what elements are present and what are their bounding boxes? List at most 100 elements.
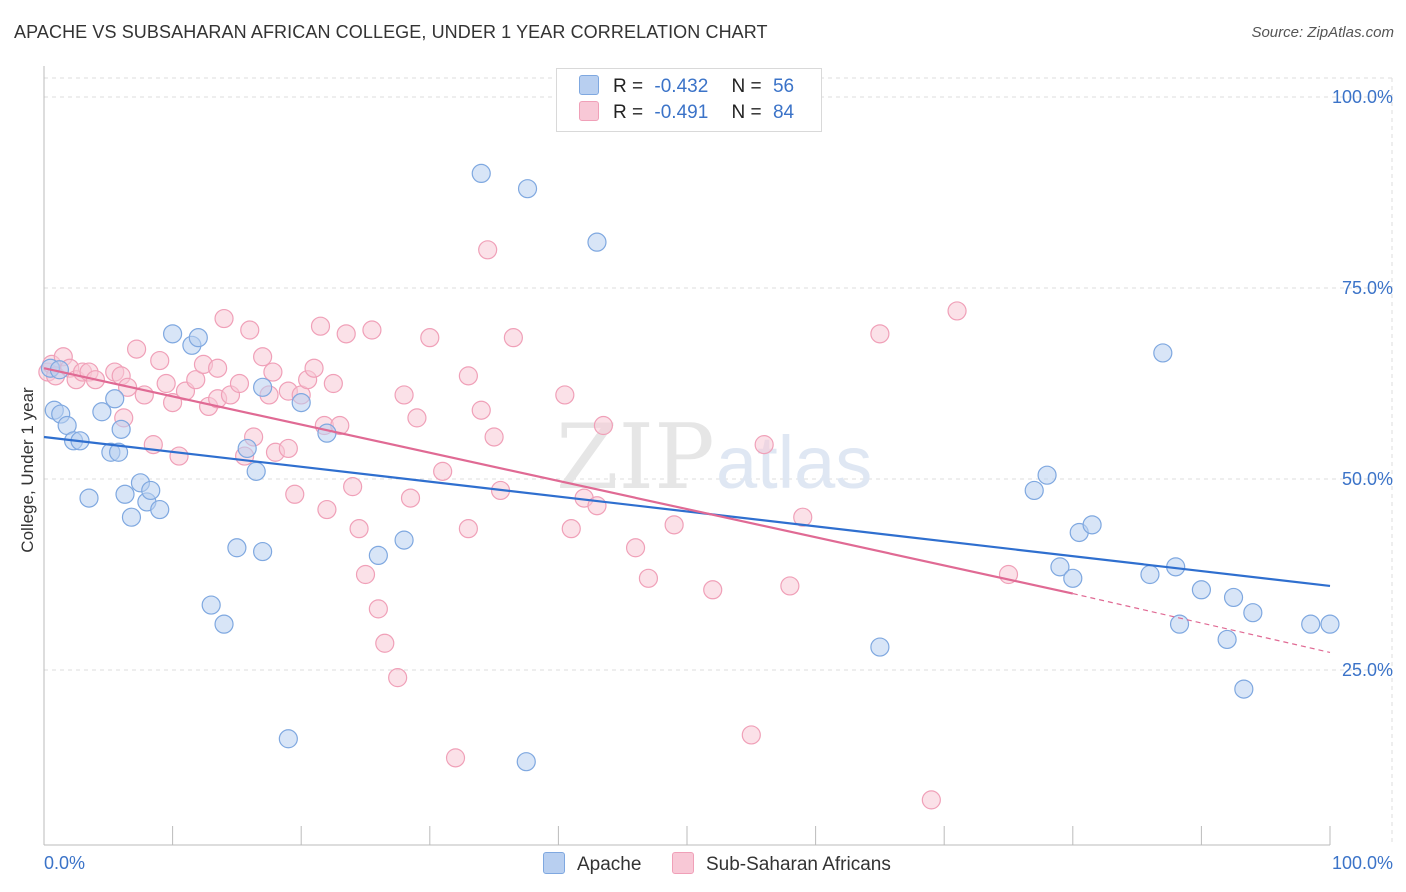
subsaharan-point (304, 358, 324, 378)
y-tick-label-100: 100.0% (1331, 87, 1393, 107)
legend-n-label: N = (731, 102, 762, 123)
apache-point (870, 637, 890, 657)
apache-point (108, 442, 129, 462)
subsaharan-point (126, 339, 147, 359)
legend-subsaharan-n-value: 84 (772, 102, 795, 123)
apache-point (141, 480, 161, 501)
subsaharan-point (555, 385, 575, 405)
apache-point (227, 538, 247, 558)
legend-row-apache: R = -0.432 N = 56 (579, 75, 794, 99)
subsaharan-point (445, 748, 466, 768)
apache-point (1050, 557, 1070, 577)
subsaharan-point (870, 324, 890, 344)
correlation-legend: R = -0.432 N = 56 R = -0.491 N = 84 (556, 68, 822, 132)
apache-point (587, 232, 607, 252)
apache-point (111, 419, 131, 439)
apache-point (1301, 614, 1321, 634)
subsaharan-point (407, 408, 427, 428)
subsaharan-point (253, 347, 273, 367)
legend-r-label: R = (613, 76, 644, 97)
subsaharan-point (947, 301, 967, 321)
subsaharan-point (793, 507, 813, 527)
y-tick-label-50: 50.0% (1341, 469, 1393, 489)
apache-legend-swatch (543, 852, 565, 874)
apache-point (278, 729, 298, 749)
chart-title: APACHE VS SUBSAHARAN AFRICAN COLLEGE, UN… (14, 22, 768, 42)
subsaharan-swatch (579, 101, 599, 121)
legend-n-label: N = (731, 76, 762, 97)
apache-point (79, 488, 99, 508)
subsaharan-point (400, 488, 421, 508)
subsaharan-point (208, 358, 228, 378)
subsaharan-point (169, 446, 189, 466)
subsaharan-point (921, 790, 941, 810)
legend-apache-n-value: 56 (772, 76, 795, 97)
subsaharan-point (368, 599, 388, 619)
subsaharan-point (484, 427, 504, 447)
subsaharan-point (263, 362, 283, 382)
subsaharan-point (664, 515, 684, 535)
apache-point (188, 328, 208, 348)
subsaharan-point (703, 580, 723, 600)
watermark-atlas: atlas (716, 421, 872, 504)
subsaharan-point (355, 564, 376, 585)
subsaharan-point (156, 373, 176, 394)
apache-point (1320, 614, 1340, 634)
subsaharan-point (278, 438, 298, 459)
subsaharan-point (638, 568, 659, 588)
apache-point (1140, 564, 1160, 585)
apache-point (1153, 343, 1173, 363)
subsaharan-point (349, 519, 369, 539)
subsaharan-point (317, 499, 337, 520)
apache-point (1024, 480, 1044, 501)
source-credit: Source: ZipAtlas.com (1251, 24, 1394, 41)
apache-point (1234, 679, 1254, 699)
subsaharan-point (458, 519, 478, 539)
apache-point (394, 530, 414, 550)
apache-point (1217, 629, 1237, 650)
subsaharan-point (593, 415, 614, 436)
apache-point (471, 163, 491, 183)
subsaharan-point (150, 350, 170, 371)
apache-point (253, 541, 273, 562)
apache-point (163, 324, 183, 344)
subsaharan-point (310, 316, 331, 336)
apache-point (253, 377, 273, 397)
apache-point (1037, 465, 1057, 485)
subsaharan-point (561, 519, 581, 539)
apache-point (516, 752, 536, 772)
apache-point (317, 423, 337, 443)
apache-point (1243, 603, 1263, 623)
apache-point (368, 545, 388, 566)
apache-point (517, 179, 538, 199)
subsaharan-point (478, 240, 498, 260)
apache-swatch (579, 75, 599, 95)
subsaharan-point (240, 320, 260, 340)
subsaharan-point (229, 373, 250, 394)
bottom-legend-subsaharan: Sub-Saharan Africans (672, 852, 891, 876)
apache-point (214, 614, 234, 634)
subsaharan-point (471, 400, 491, 420)
bottom-legend-apache: Apache (543, 852, 641, 876)
apache-point (1223, 587, 1244, 608)
subsaharan-trend-line (43, 367, 1074, 595)
apache-point (121, 507, 142, 527)
y-tick-label-75: 75.0% (1341, 278, 1393, 298)
legend-subsaharan-r-value: -0.491 (654, 102, 709, 123)
subsaharan-point (503, 328, 523, 348)
subsaharan-point (458, 366, 478, 386)
subsaharan-point (336, 324, 356, 344)
apache-point (92, 402, 112, 422)
subsaharan-trend-extension (1072, 593, 1331, 654)
subsaharan-point (433, 461, 453, 481)
apache-point (115, 484, 135, 504)
subsaharan-point (754, 435, 774, 455)
bottom-legend-subsaharan-label: Sub-Saharan Africans (706, 854, 891, 875)
apache-point (237, 438, 257, 459)
apache-point (201, 595, 221, 615)
apache-point (1063, 568, 1083, 588)
legend-row-subsaharan: R = -0.491 N = 84 (579, 101, 794, 125)
x-tick-label-max: 100.0% (1331, 853, 1393, 873)
apache-point (246, 461, 266, 481)
